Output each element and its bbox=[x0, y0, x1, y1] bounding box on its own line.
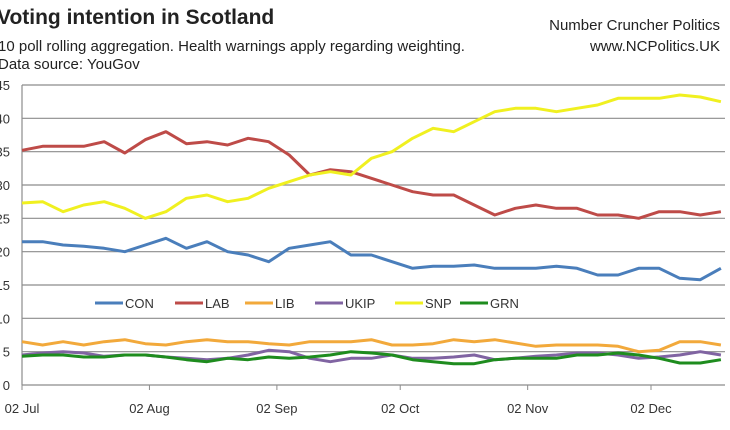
legend-label: SNP bbox=[425, 296, 452, 311]
legend-label: GRN bbox=[490, 296, 519, 311]
brand-name: Number Cruncher Politics bbox=[549, 17, 720, 34]
x-tick-label: 02 Sep bbox=[256, 401, 297, 416]
chart-subtitle: 10 poll rolling aggregation. Health warn… bbox=[0, 38, 465, 55]
x-tick-label: 02 Aug bbox=[129, 401, 170, 416]
y-tick-label: 5 bbox=[3, 345, 10, 360]
y-tick-label: 45 bbox=[0, 78, 10, 93]
data-source: Data source: YouGov bbox=[0, 56, 140, 73]
y-tick-label: 30 bbox=[0, 178, 10, 193]
series-line-grn bbox=[21, 350, 722, 366]
legend-label: UKIP bbox=[345, 296, 375, 311]
y-tick-label: 25 bbox=[0, 211, 10, 226]
legend-label: CON bbox=[125, 296, 154, 311]
chart-title: Voting intention in Scotland bbox=[0, 6, 275, 29]
series-line-lib bbox=[21, 338, 722, 354]
y-tick-label: 40 bbox=[0, 111, 10, 126]
y-tick-label: 0 bbox=[3, 378, 10, 393]
x-tick-label: 02 Nov bbox=[507, 401, 549, 416]
x-tick-label: 02 Dec bbox=[630, 401, 672, 416]
series-line-snp bbox=[21, 93, 722, 220]
y-tick-label: 20 bbox=[0, 245, 10, 260]
y-tick-label: 15 bbox=[0, 278, 10, 293]
x-tick-label: 02 Jul bbox=[5, 401, 40, 416]
legend-label: LAB bbox=[205, 296, 230, 311]
y-tick-label: 35 bbox=[0, 145, 10, 160]
series-line-lab bbox=[21, 130, 722, 220]
series-line-con bbox=[22, 236, 722, 282]
y-tick-label: 10 bbox=[0, 311, 10, 326]
legend-label: LIB bbox=[275, 296, 295, 311]
x-tick-label: 02 Oct bbox=[381, 401, 420, 416]
brand-url: www.NCPolitics.UK bbox=[589, 38, 720, 55]
